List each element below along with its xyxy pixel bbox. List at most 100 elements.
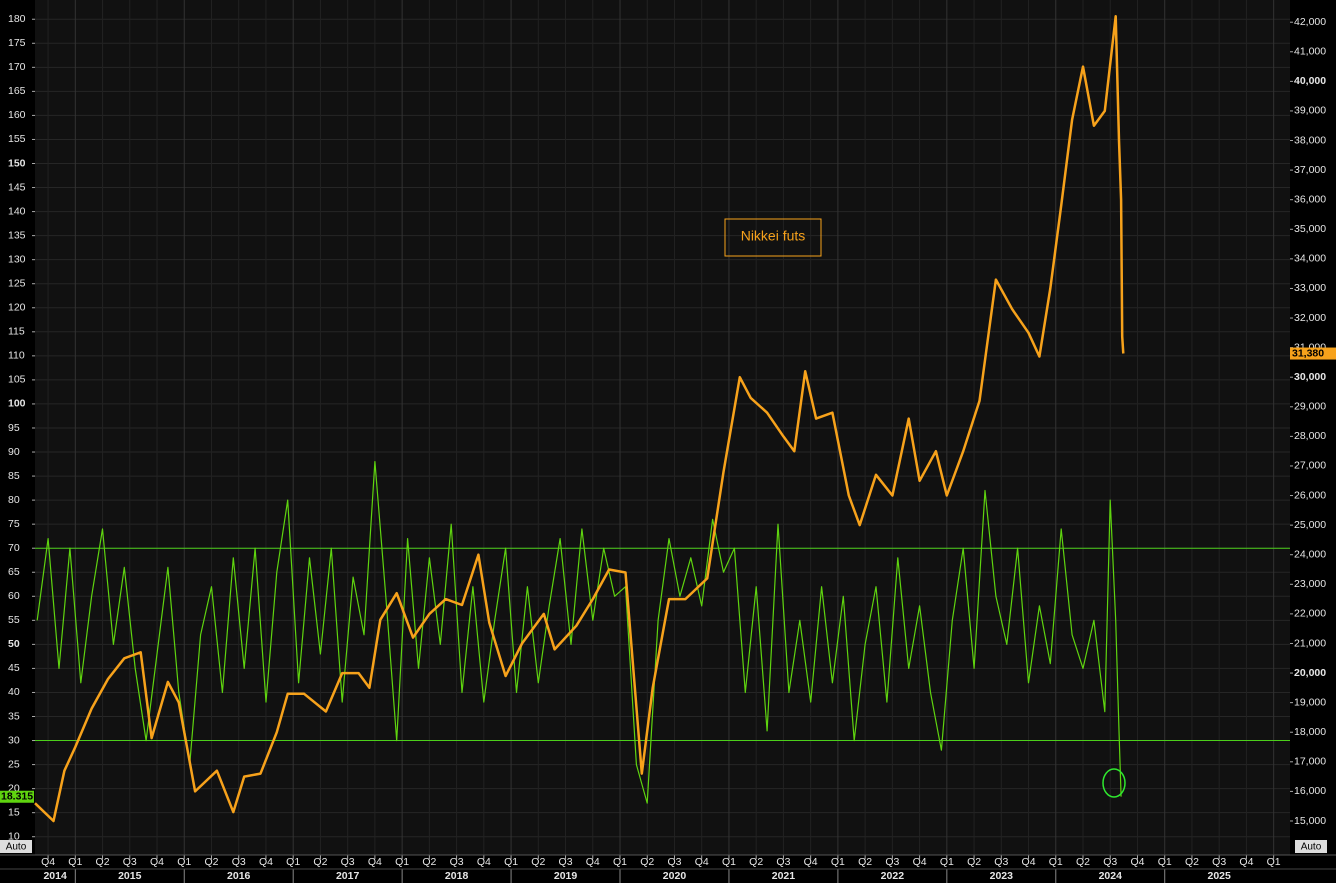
x-tick-label: Q3: [1212, 856, 1226, 868]
y-tick-label: 90: [8, 446, 20, 458]
y2-tick-label: 33,000: [1294, 282, 1326, 294]
y2-tick-label: 15,000: [1294, 815, 1326, 827]
y-tick-label: 155: [8, 133, 26, 145]
y-tick-label: 140: [8, 205, 26, 217]
y2-tick-label: 35,000: [1294, 223, 1326, 235]
x-tick-label: Q4: [1022, 856, 1036, 868]
x-tick-label: Q3: [1103, 856, 1117, 868]
scale-mode: Auto: [1301, 842, 1322, 853]
x-tick-label: Q1: [940, 856, 954, 868]
x-tick-label: Q2: [531, 856, 545, 868]
y-tick-label: 25: [8, 758, 20, 770]
y-tick-label: 40: [8, 686, 20, 698]
y2-tick-label: 40,000: [1294, 75, 1326, 87]
y2-tick-label: 27,000: [1294, 460, 1326, 472]
series-line: [36, 461, 1122, 804]
y-tick-label: 115: [8, 326, 25, 338]
y-tick-label: 130: [8, 253, 26, 265]
scale-mode: Auto: [6, 842, 27, 853]
y-tick-label: 100: [8, 398, 26, 410]
last-value-label: 18.315: [1, 791, 33, 803]
x-tick-label: Q3: [667, 856, 681, 868]
y2-tick-label: 39,000: [1294, 105, 1326, 117]
x-tick-label: Q1: [613, 856, 627, 868]
x-tick-label: Q2: [422, 856, 436, 868]
y-tick-label: 65: [8, 566, 20, 578]
x-tick-label: Q4: [804, 856, 818, 868]
x-tick-label: Q2: [967, 856, 981, 868]
y2-tick-label: 19,000: [1294, 696, 1326, 708]
y2-tick-label: 25,000: [1294, 519, 1326, 531]
y-tick-label: 60: [8, 590, 20, 602]
x-tick-label: Q1: [177, 856, 191, 868]
y2-tick-label: 20,000: [1294, 667, 1326, 679]
annotation: Nikkei futs: [741, 228, 806, 244]
scale-mode-box: [1295, 840, 1327, 853]
y-tick-label: 160: [8, 109, 26, 121]
y2-tick-label: 23,000: [1294, 578, 1326, 590]
y2-tick-label: 26,000: [1294, 489, 1326, 501]
x-tick-label: Q4: [586, 856, 600, 868]
x-tick-label: Q1: [286, 856, 300, 868]
y2-tick-label: 42,000: [1294, 16, 1326, 28]
y-tick-label: 125: [8, 277, 26, 289]
x-tick-label: Q4: [41, 856, 55, 868]
y2-tick-label: 34,000: [1294, 253, 1326, 265]
y-tick-label: 170: [8, 61, 26, 73]
year-label: 2017: [336, 870, 360, 882]
y2-tick-label: 17,000: [1294, 756, 1326, 768]
y2-tick-label: 18,000: [1294, 726, 1326, 738]
x-tick-label: Q2: [640, 856, 654, 868]
scale-mode-box: [0, 840, 32, 853]
y2-tick-label: 38,000: [1294, 134, 1326, 146]
x-tick-label: Q2: [313, 856, 327, 868]
year-label: 2019: [554, 870, 578, 882]
y-tick-label: 75: [8, 518, 20, 530]
year-label: 2025: [1208, 870, 1232, 882]
y2-tick-label: 29,000: [1294, 401, 1326, 413]
x-tick-label: Q2: [1185, 856, 1199, 868]
x-tick-label: Q3: [994, 856, 1008, 868]
x-tick-label: Q4: [1239, 856, 1253, 868]
y2-tick-label: 28,000: [1294, 430, 1326, 442]
y-tick-label: 180: [8, 13, 26, 25]
x-tick-label: Q2: [858, 856, 872, 868]
y2-tick-label: 32,000: [1294, 312, 1326, 324]
x-tick-label: Q4: [259, 856, 273, 868]
y-tick-label: 165: [8, 85, 26, 97]
year-label: 2016: [227, 870, 251, 882]
x-tick-label: Q3: [450, 856, 464, 868]
x-tick-label: Q4: [1130, 856, 1144, 868]
y2-tick-label: 22,000: [1294, 608, 1326, 620]
x-tick-label: Q2: [96, 856, 110, 868]
y-tick-label: 145: [8, 181, 26, 193]
year-label: 2020: [663, 870, 687, 882]
x-tick-label: Q4: [368, 856, 382, 868]
x-tick-label: Q2: [749, 856, 763, 868]
y2-tick-label: 36,000: [1294, 193, 1326, 205]
x-tick-label: Q3: [123, 856, 137, 868]
x-tick-label: Q1: [831, 856, 845, 868]
last-value-tag: [1290, 347, 1336, 360]
year-label: 2014: [43, 870, 67, 882]
y-tick-label: 80: [8, 494, 20, 506]
x-tick-label: Q4: [477, 856, 491, 868]
x-tick-label: Q3: [885, 856, 899, 868]
year-label: 2022: [881, 870, 905, 882]
x-tick-label: Q1: [68, 856, 82, 868]
last-value-label: 31,380: [1292, 347, 1324, 359]
x-tick-label: Q2: [204, 856, 218, 868]
x-tick-label: Q3: [559, 856, 573, 868]
y-tick-label: 10: [8, 831, 20, 843]
y-tick-label: 30: [8, 734, 20, 746]
x-tick-label: Q3: [776, 856, 790, 868]
lines: [34, 15, 1290, 823]
x-tick-label: Q1: [1267, 856, 1281, 868]
y-tick-label: 175: [8, 37, 26, 49]
year-label: 2018: [445, 870, 469, 882]
y-tick-label: 105: [8, 374, 26, 386]
x-tick-label: Q2: [1076, 856, 1090, 868]
y-tick-label: 35: [8, 710, 20, 722]
y2-tick-label: 37,000: [1294, 164, 1326, 176]
